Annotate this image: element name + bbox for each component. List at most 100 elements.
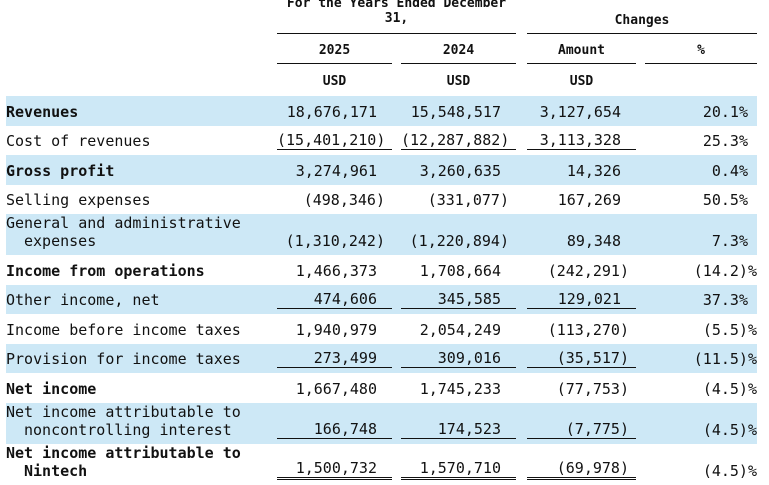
row-label: Income before income taxes: [6, 320, 241, 339]
value: (7,775): [565, 419, 629, 438]
value: 3,260,635: [419, 161, 501, 180]
value-cell: 1,500,732: [277, 459, 392, 480]
value: 129,021: [557, 290, 621, 308]
row-label: Provision for income taxes: [6, 350, 241, 368]
value-cell: 7.3%: [645, 232, 757, 250]
value-cell: 18,676,171: [277, 103, 392, 121]
changes-header: Changes: [614, 13, 670, 28]
value: (498,346): [303, 191, 385, 209]
table-row: Other income, net 474,606 345,585 129,021 37…: [6, 284, 757, 314]
value-cell: 309,016: [401, 349, 516, 368]
row-label: Cost of revenues: [6, 132, 151, 150]
table-row: Income before income taxes 1,940,979 2,054…: [6, 314, 757, 344]
value-cell: (113,270): [527, 321, 636, 339]
value-cell: 474,606: [277, 290, 392, 309]
header-rule: [277, 63, 392, 64]
value: 18,676,171: [286, 102, 377, 121]
value-cell: (7,775): [527, 420, 636, 439]
value-cell: 345,585: [401, 290, 516, 309]
value: 25.3%: [702, 132, 748, 150]
table-row: General and administrative expenses (1,31…: [6, 214, 757, 255]
value-cell: (12,287,882): [401, 131, 516, 150]
value: 273,499: [313, 349, 377, 367]
value: (1,220,894): [409, 232, 509, 250]
value: 474,606: [313, 290, 377, 308]
value-cell: 0.4%: [645, 162, 757, 180]
value: 166,748: [313, 419, 377, 438]
value: (5.5)%: [702, 320, 757, 339]
row-label: Selling expenses: [6, 191, 151, 209]
value-cell: 50.5%: [645, 191, 757, 209]
value: 0.4%: [711, 161, 748, 180]
value-cell: (4.5)%: [645, 380, 757, 398]
value: (15,401,210): [277, 131, 386, 149]
value-cell: 273,499: [277, 349, 392, 368]
value-cell: 3,260,635: [401, 162, 516, 180]
value: 14,326: [566, 161, 621, 180]
value-cell: (331,077): [401, 191, 516, 209]
value: (113,270): [547, 320, 629, 339]
value-cell: 3,113,328: [527, 131, 636, 150]
table-row: Net income attributable to noncontrollin…: [6, 402, 757, 444]
value: (4.5)%: [702, 461, 757, 480]
value-cell: 166,748: [277, 420, 392, 439]
value-cell: 1,570,710: [401, 459, 516, 480]
table-row: Net income 1,667,480 1,745,233 (77,753) (4.5…: [6, 373, 757, 403]
value: 309,016: [437, 349, 501, 367]
value: 1,500,732: [295, 458, 377, 477]
value-cell: 3,127,654: [527, 103, 636, 121]
row-label: Net income attributable to noncontrollin…: [6, 402, 241, 439]
table-row: Net income attributable to Nintech 1,500,…: [6, 444, 757, 485]
value: 1,940,979: [295, 320, 377, 339]
value: 1,570,710: [419, 458, 501, 477]
value-cell: 20.1%: [645, 103, 757, 121]
value-cell: (5.5)%: [645, 321, 757, 339]
value: 3,113,328: [539, 131, 621, 149]
value-cell: (77,753): [527, 380, 636, 398]
value-cell: (498,346): [277, 191, 392, 209]
value: 1,466,373: [295, 261, 377, 280]
header-rule: [277, 33, 516, 34]
period-header: For the Years Ended December 31,: [286, 0, 507, 26]
value: 7.3%: [711, 232, 748, 250]
table-body: Revenues 18,676,171 15,548,517 3,127,654 20.…: [6, 96, 757, 485]
value: (4.5)%: [702, 420, 757, 439]
row-label: Revenues: [6, 102, 79, 121]
value-cell: (35,517): [527, 349, 636, 368]
row-label: Income from operations: [6, 261, 205, 280]
value: 37.3%: [702, 291, 748, 309]
value: (331,077): [427, 191, 509, 209]
row-label: General and administrative expenses: [6, 214, 241, 250]
value-cell: (1,220,894): [401, 232, 516, 250]
value: (69,978): [556, 458, 629, 477]
column-header: Amount: [558, 43, 605, 58]
value: (1,310,242): [285, 232, 385, 250]
value: (11.5)%: [693, 350, 757, 368]
value-cell: (1,310,242): [277, 232, 392, 250]
value-cell: 129,021: [527, 290, 636, 309]
table-row: Income from operations 1,466,373 1,708,664…: [6, 255, 757, 285]
table-row: Revenues 18,676,171 15,548,517 3,127,654 20.…: [6, 96, 757, 126]
currency: USD: [569, 74, 594, 89]
row-label: Gross profit: [6, 161, 115, 180]
value-cell: (4.5)%: [645, 421, 757, 439]
value-cell: 89,348: [527, 232, 636, 250]
value-cell: 1,940,979: [277, 321, 392, 339]
currency: USD: [446, 74, 471, 89]
value: 1,745,233: [419, 379, 501, 398]
table-row: Gross profit 3,274,961 3,260,635 14,326 0.4%: [6, 155, 757, 185]
value: (12,287,882): [401, 131, 510, 149]
value-cell: 1,708,664: [401, 262, 516, 280]
value: (14.2)%: [693, 261, 757, 280]
value: 20.1%: [702, 102, 748, 121]
value: 345,585: [437, 290, 501, 308]
currency: USD: [322, 74, 347, 89]
value: 15,548,517: [410, 102, 501, 121]
value: 3,274,961: [295, 161, 377, 180]
value-cell: 167,269: [527, 191, 636, 209]
value-cell: 174,523: [401, 420, 516, 439]
value-cell: 1,745,233: [401, 380, 516, 398]
value-cell: (11.5)%: [645, 350, 757, 368]
value: 167,269: [557, 191, 621, 209]
